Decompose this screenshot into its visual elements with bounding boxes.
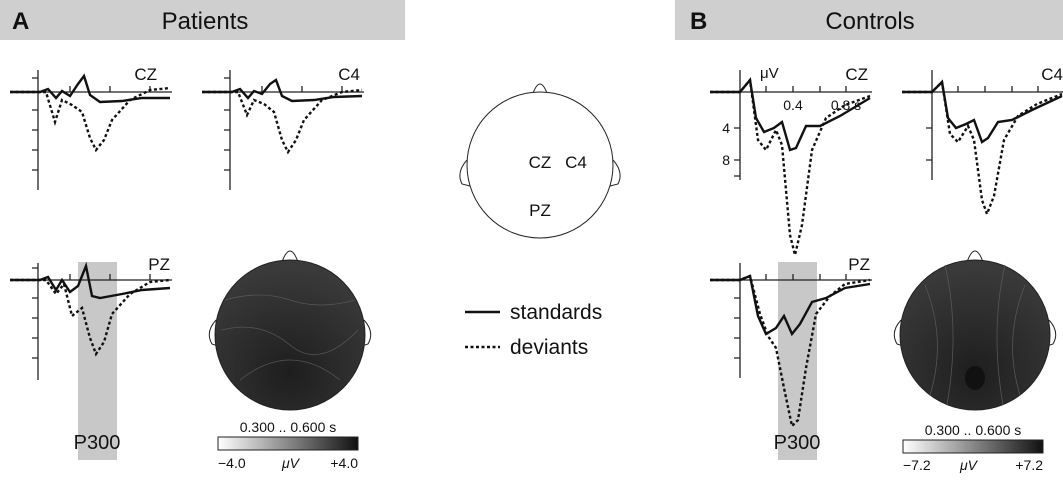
colorbar bbox=[217, 436, 359, 451]
electrode-label: PZ bbox=[529, 201, 551, 220]
time-range: 0.300 .. 0.600 s bbox=[240, 419, 337, 435]
axis-unit: μV bbox=[760, 65, 779, 82]
x-tick-label: 0.8 s bbox=[831, 97, 861, 113]
erp-plot bbox=[710, 70, 872, 256]
erp-plot bbox=[710, 263, 872, 429]
header-bar bbox=[675, 0, 1063, 40]
channel-label: PZ bbox=[848, 255, 870, 274]
colorbar-max: +7.2 bbox=[1015, 457, 1043, 473]
channel-label: CZ bbox=[134, 65, 157, 84]
p300-window bbox=[778, 262, 817, 460]
channel-label: CZ bbox=[845, 65, 868, 84]
colorbar-min: −4.0 bbox=[218, 455, 246, 471]
panel-letter: A bbox=[12, 8, 29, 35]
panel-title: Patients bbox=[162, 8, 249, 35]
topomap bbox=[208, 250, 372, 411]
head-schematic bbox=[459, 83, 621, 239]
colorbar-min: −7.2 bbox=[903, 457, 931, 473]
panel-title: Controls bbox=[825, 8, 914, 35]
time-range: 0.300 .. 0.600 s bbox=[925, 422, 1022, 438]
erp-plot bbox=[902, 70, 1063, 218]
topomap bbox=[893, 250, 1057, 411]
legend-label: deviants bbox=[510, 336, 588, 359]
panel-letter: B bbox=[690, 8, 707, 35]
electrode-label: C4 bbox=[565, 153, 587, 172]
erp-plot bbox=[10, 261, 172, 380]
y-tick-label: 8 bbox=[722, 152, 730, 168]
channel-label: PZ bbox=[148, 255, 170, 274]
component-label: P300 bbox=[774, 432, 821, 454]
header-bar bbox=[0, 0, 405, 40]
p300-window bbox=[78, 262, 117, 460]
electrode-label: CZ bbox=[529, 153, 552, 172]
channel-label: C4 bbox=[1041, 65, 1063, 84]
x-tick-label: 0.4 bbox=[783, 97, 803, 113]
y-tick-label: 4 bbox=[722, 120, 730, 136]
erp-plot bbox=[10, 70, 172, 190]
component-label: P300 bbox=[74, 432, 121, 454]
colorbar bbox=[902, 439, 1044, 454]
legend-label: standards bbox=[510, 301, 602, 324]
colorbar-max: +4.0 bbox=[330, 455, 358, 471]
colorbar-unit: μV bbox=[281, 455, 301, 471]
erp-plot bbox=[202, 70, 364, 190]
colorbar-unit: μV bbox=[959, 457, 979, 473]
channel-label: C4 bbox=[338, 65, 360, 84]
